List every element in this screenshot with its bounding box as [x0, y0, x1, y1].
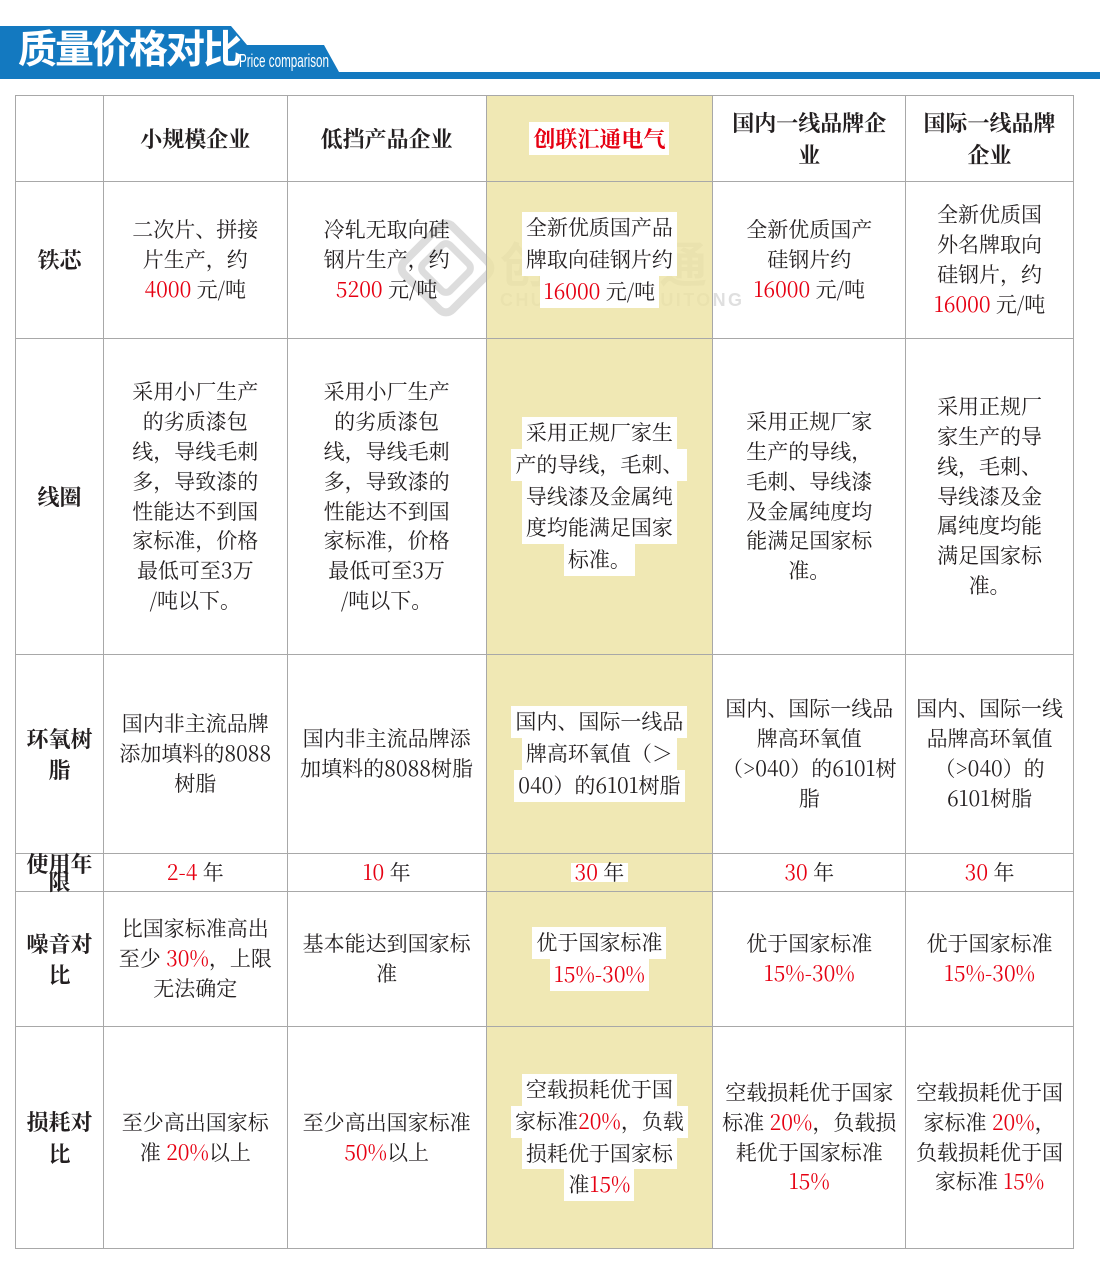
svg-text:Price comparison: Price comparison	[239, 51, 329, 71]
svg-text:质量价格对比: 质量价格对比	[18, 19, 241, 75]
